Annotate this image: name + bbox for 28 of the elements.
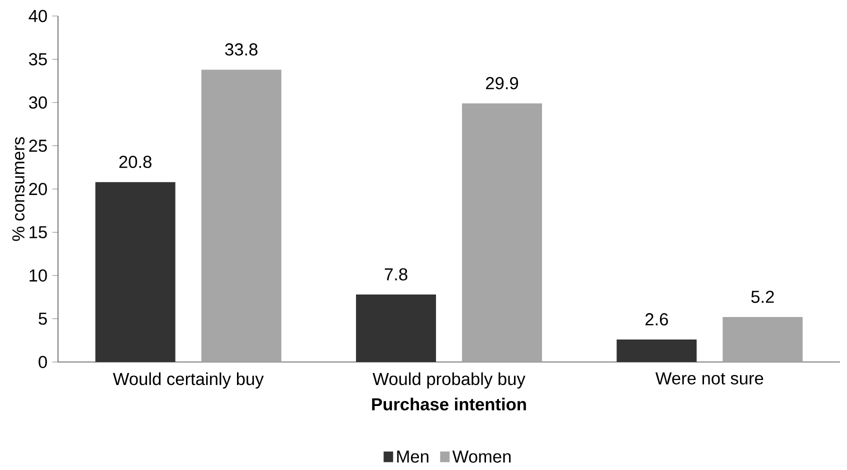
x-axis-title: Purchase intention — [372, 398, 526, 410]
y-tick-label: 10 — [30, 269, 47, 282]
data-label: 29.9 — [486, 77, 518, 90]
data-label: 2.6 — [645, 313, 668, 326]
x-tick-label: Would probably buy — [372, 372, 526, 389]
bar — [356, 294, 436, 362]
y-tick-label: 20 — [29, 182, 47, 196]
y-axis-title: % consumers — [12, 137, 25, 241]
data-label: 33.8 — [225, 43, 258, 56]
bar — [722, 317, 803, 362]
y-tick-label: 35 — [28, 53, 47, 66]
y-tick-label: 30 — [28, 96, 47, 109]
legend-label: Women — [452, 450, 511, 463]
data-label: 7.8 — [384, 268, 408, 281]
y-tick-label: 0 — [38, 356, 47, 368]
legend-label: Men — [397, 450, 428, 463]
y-tick-label: 25 — [29, 140, 47, 152]
x-tick-label: Were not sure — [655, 372, 764, 385]
data-label: 5.2 — [751, 290, 774, 304]
y-tick-label: 40 — [28, 10, 47, 22]
bar — [462, 103, 542, 362]
bar — [616, 340, 697, 362]
x-tick-label: Would certainly buy — [112, 372, 264, 389]
y-tick-label: 5 — [38, 312, 47, 325]
bar — [201, 70, 282, 362]
data-label: 20.8 — [119, 156, 152, 168]
bar — [95, 182, 176, 362]
y-tick-label: 15 — [30, 226, 47, 238]
